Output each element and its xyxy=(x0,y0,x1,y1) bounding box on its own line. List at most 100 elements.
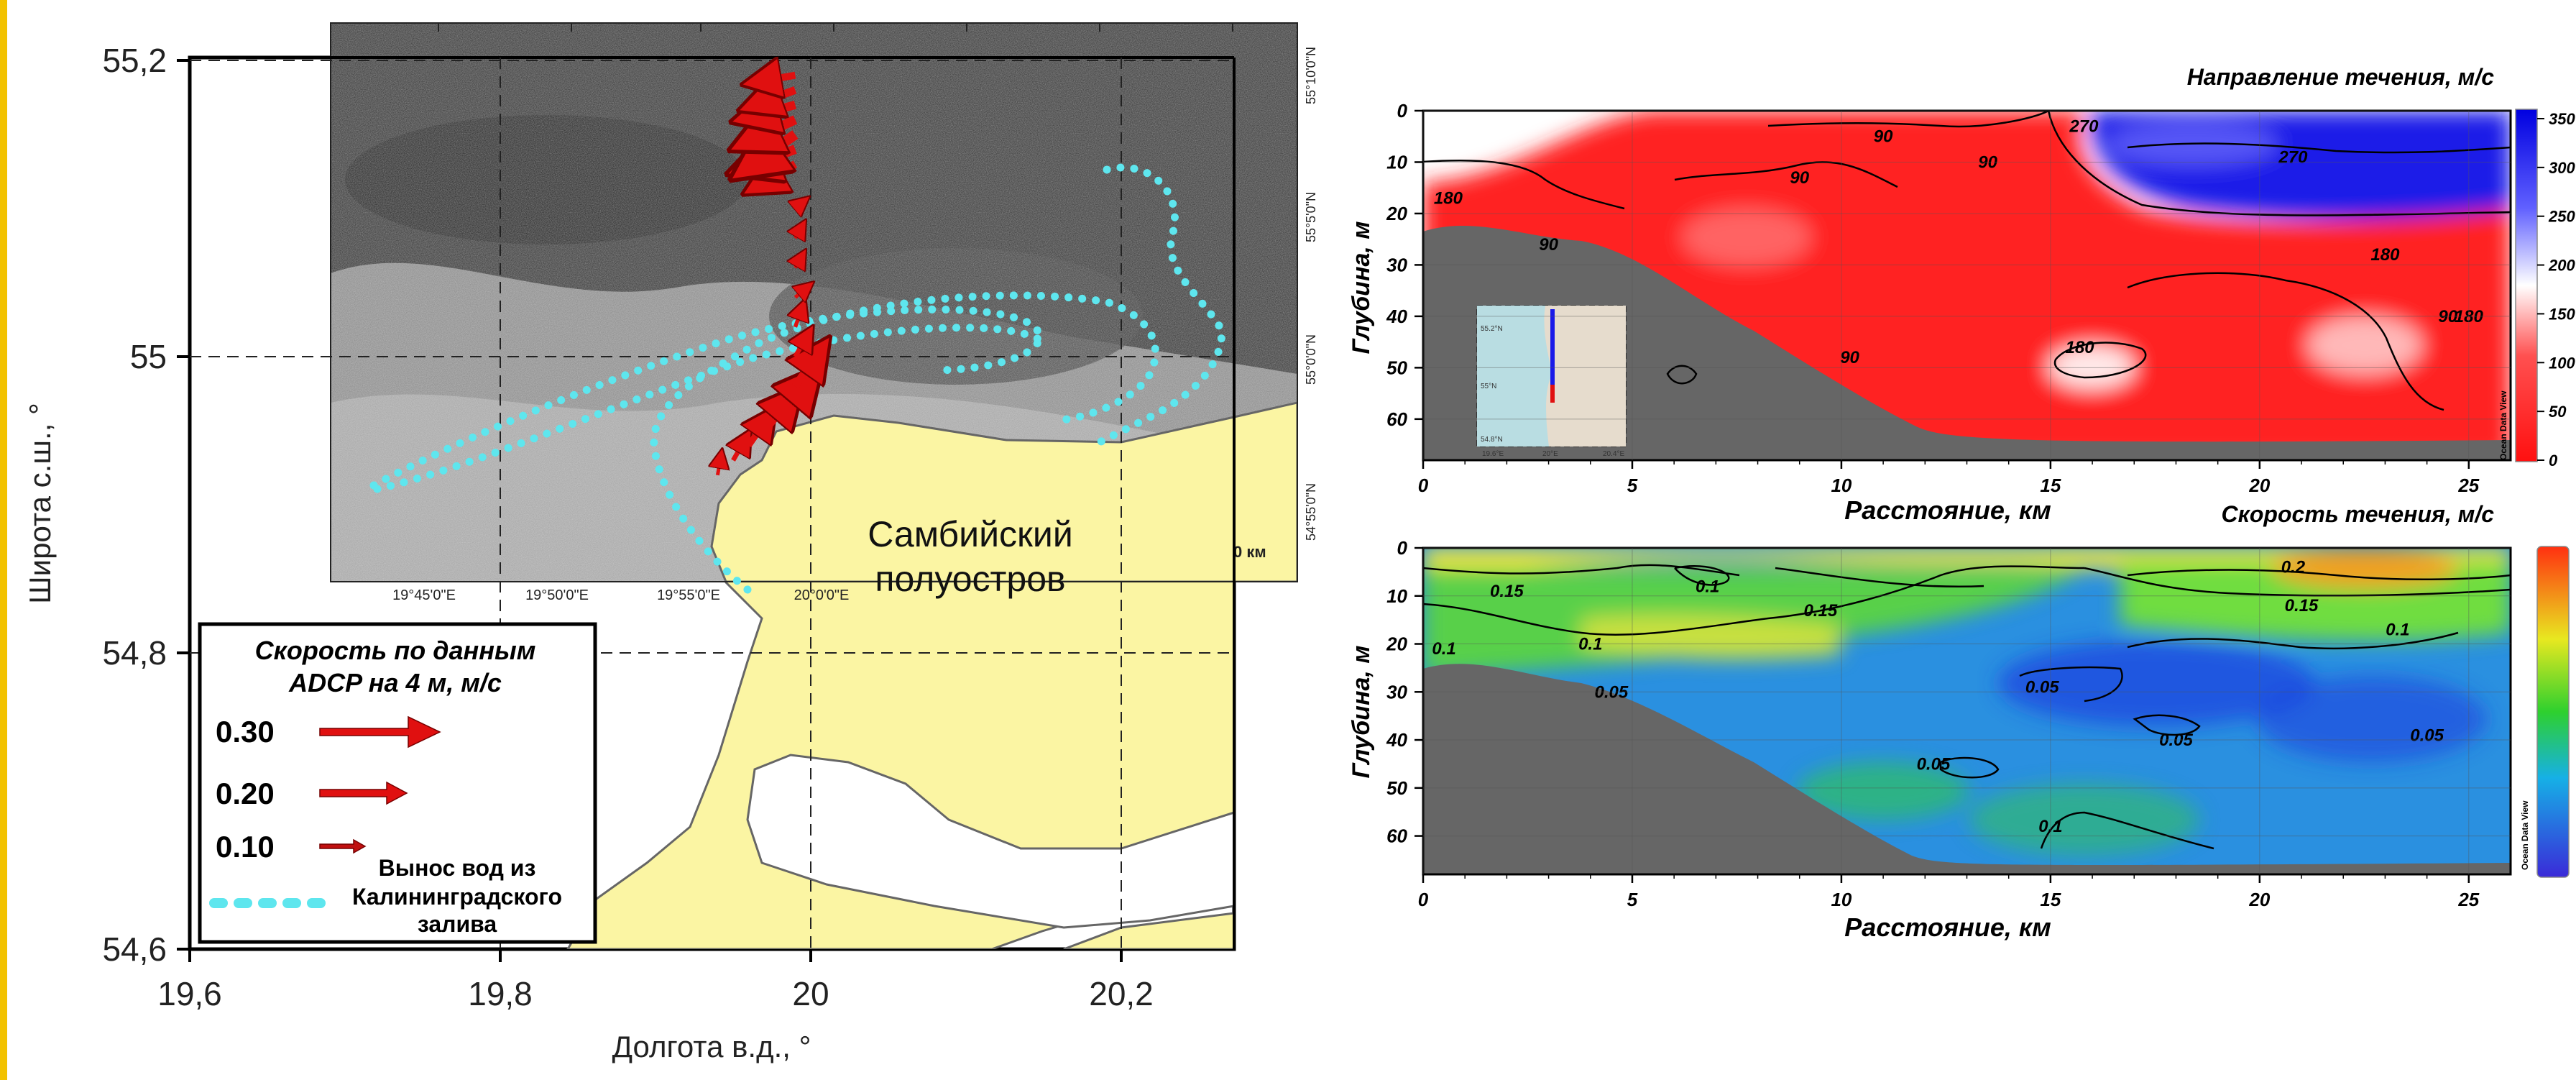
adcp-arrow xyxy=(717,451,722,476)
contour-label: 180 xyxy=(2455,307,2484,326)
speed-ylabel: Глубина, м xyxy=(1348,646,1375,779)
direction-contours xyxy=(1423,111,2511,411)
legend-speed-020: 0.20 xyxy=(216,777,275,810)
contour-label: 270 xyxy=(2278,147,2308,167)
sat-lon-label: 19°45'0"E xyxy=(392,587,456,603)
speed-colorbar xyxy=(2536,546,2570,878)
adcp-arrow xyxy=(795,329,811,358)
adcp-arrow xyxy=(795,301,804,328)
lagoon-area xyxy=(746,754,1234,929)
colorbar-tick-label: 250 xyxy=(2548,208,2575,226)
plot-ytick-label: 10 xyxy=(1386,585,1407,607)
plot-ytick-label: 50 xyxy=(1386,777,1407,799)
plot-xtick-label: 20 xyxy=(2248,889,2270,910)
contour-label: 90 xyxy=(1790,168,1809,188)
map-legend: Скорость по данным ADCP на 4 м, м/с 0.30… xyxy=(198,622,597,944)
sat-lat-label: 55°5'0"N xyxy=(1304,192,1318,242)
plot-xtick-label: 10 xyxy=(1831,889,1852,910)
direction-colorbar xyxy=(2515,109,2538,462)
contour-label: 90 xyxy=(1978,152,1997,172)
legend-arrow-010 xyxy=(319,838,367,854)
plot-ytick-label: 40 xyxy=(1386,306,1407,327)
legend-arrow-020 xyxy=(319,781,408,805)
contour-label: 0.1 xyxy=(2038,817,2062,836)
direction-inset-map: 55.2°N 55°N 54.8°N 19.6°E 20°E 20.4°E xyxy=(1476,305,1627,458)
legend-plume-line1: Вынос вод из xyxy=(379,855,536,881)
plot-ytick-label: 0 xyxy=(1397,537,1408,559)
sat-lat-label: 54°55'0"N xyxy=(1304,483,1318,541)
speed-contours xyxy=(1423,564,2511,850)
plot-xtick-label: 5 xyxy=(1627,475,1638,496)
inset-lat-1: 55.2°N xyxy=(1481,325,1503,333)
adcp-arrow xyxy=(795,342,827,389)
plot-ytick-label: 60 xyxy=(1386,408,1407,430)
map-xtick-label: 19,6 xyxy=(157,975,222,1012)
plume-dots xyxy=(650,291,1159,594)
contour-label: 0.1 xyxy=(2386,621,2409,640)
contour-label: 0.05 xyxy=(2159,731,2193,750)
inset-lat-3: 54.8°N xyxy=(1481,436,1503,444)
plot-ytick-label: 50 xyxy=(1386,357,1407,378)
contour-label: 180 xyxy=(2370,245,2400,265)
contour-label: 0.15 xyxy=(1490,582,1524,601)
plot-xtick-label: 25 xyxy=(2457,475,2479,496)
direction-panel: Направление течения, м/с xyxy=(1348,64,2575,525)
adcp-arrow xyxy=(795,283,811,298)
contour-label: 270 xyxy=(2069,116,2099,136)
plot-xtick-label: 15 xyxy=(2040,475,2061,496)
speed-xlabel: Расстояние, км xyxy=(1844,912,2051,942)
inset-lon-1: 19.6°E xyxy=(1482,450,1504,458)
speed-contour-labels: 0.15 0.1 0.15 0.1 0.1 0.05 0.05 0.2 0.15 0.1 0.05 0… xyxy=(1432,558,2444,837)
adcp-arrow xyxy=(747,75,796,84)
contour-label: 180 xyxy=(1434,189,1463,209)
contour-label: 90 xyxy=(1840,348,1859,367)
contour-label: 0.1 xyxy=(1578,635,1602,654)
land-southeast xyxy=(1063,912,1234,949)
map-xtick-label: 19,8 xyxy=(468,975,533,1012)
plot-ytick-label: 30 xyxy=(1386,681,1407,703)
direction-seabed xyxy=(1423,226,2511,460)
contour-label: 90 xyxy=(2438,307,2457,326)
plot-ytick-label: 30 xyxy=(1386,254,1407,275)
adcp-arrows xyxy=(717,75,827,476)
map-xtick-label: 20,2 xyxy=(1089,975,1154,1012)
adcp-arrow xyxy=(795,221,804,238)
speed-axes: 0 5 10 15 20 25 0 10 20 30 40 50 60 xyxy=(1386,537,2512,910)
legend-speed-030: 0.30 xyxy=(216,715,275,749)
map-ytick-label: 54,6 xyxy=(102,930,167,968)
contour-label: 0.1 xyxy=(1696,577,1719,596)
colorbar-tick-label: 200 xyxy=(2548,257,2575,275)
adcp-arrow xyxy=(795,198,807,209)
contour-label: 0.15 xyxy=(2285,596,2319,615)
sat-lon-label: 19°55'0"E xyxy=(657,587,720,603)
colorbar-tick-label: 100 xyxy=(2549,354,2575,372)
direction-xlabel: Расстояние, км xyxy=(1844,495,2051,525)
direction-axes: 0 5 10 15 20 25 0 10 20 30 40 50 60 xyxy=(1386,100,2512,496)
map-xtick-label: 20 xyxy=(792,975,829,1012)
contour-label: 0.2 xyxy=(2281,558,2306,577)
contour-label: 0.05 xyxy=(2410,726,2444,745)
contour-label: 180 xyxy=(2066,338,2095,357)
legend-title-line1: Скорость по данным xyxy=(255,636,536,665)
direction-watermark: Ocean Data View xyxy=(2498,390,2508,460)
colorbar-tick-label: 350 xyxy=(2549,110,2575,128)
plume-dots xyxy=(1088,163,1226,450)
plot-xtick-label: 20 xyxy=(2248,475,2270,496)
contour-label: 0.05 xyxy=(2025,678,2059,697)
direction-ylabel: Глубина, м xyxy=(1348,221,1375,354)
plot-xtick-label: 0 xyxy=(1418,889,1429,910)
page-edge-stripe xyxy=(0,0,7,1080)
speed-watermark: Ocean Data View xyxy=(2520,800,2530,870)
contour-label: 0.05 xyxy=(1595,682,1629,702)
map-axes: 19,6 19,8 20 20,2 54,6 54,8 55 55,2 xyxy=(102,42,1153,1012)
scale-bar-label: 0 км xyxy=(1233,543,1266,561)
legend-plume-line3: залива xyxy=(418,911,497,937)
plot-ytick-label: 10 xyxy=(1386,151,1407,173)
map-xlabel: Долгота в.д., ° xyxy=(612,1030,811,1063)
map-ylabel: Широта с.ш., ° xyxy=(23,403,57,604)
plot-xtick-label: 10 xyxy=(1831,475,1852,496)
legend-arrow-030 xyxy=(319,715,441,749)
map-ytick-label: 55 xyxy=(130,338,167,375)
